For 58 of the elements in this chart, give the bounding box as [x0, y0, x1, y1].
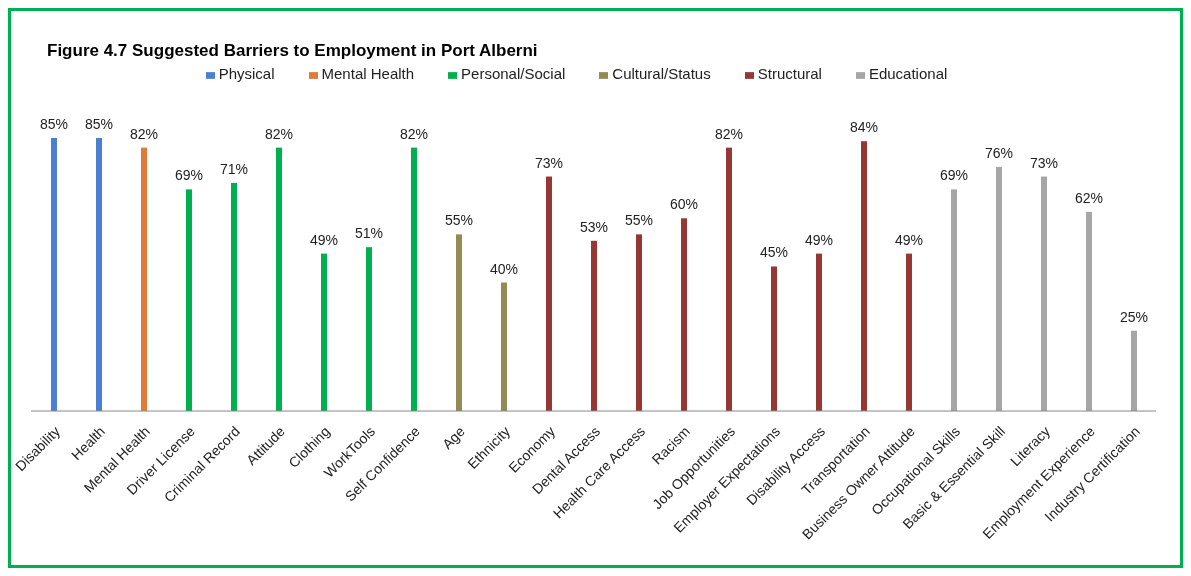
- legend-label: Educational: [868, 65, 948, 82]
- data-label: 69%: [174, 167, 204, 184]
- bar: [546, 176, 552, 411]
- data-label: 85%: [84, 116, 114, 132]
- chart-title: Figure 4.7 Suggested Barriers to Employment in Port Alberni: [47, 41, 538, 61]
- data-label: 73%: [1029, 154, 1059, 171]
- data-label: 82%: [129, 125, 159, 142]
- data-label: 45%: [759, 244, 789, 261]
- data-label: 25%: [1119, 308, 1149, 325]
- data-label: 76%: [984, 144, 1014, 161]
- data-label: 51%: [354, 225, 384, 242]
- data-label: 82%: [714, 125, 744, 142]
- data-label: 85%: [39, 116, 69, 132]
- legend-label: Physical: [218, 65, 275, 82]
- legend-label: Mental Health: [321, 65, 415, 82]
- bar: [861, 141, 867, 411]
- x-tick-label: Age: [439, 423, 469, 453]
- bar: [501, 282, 507, 411]
- bar: [141, 147, 147, 411]
- bar: [456, 234, 462, 411]
- data-label: 71%: [219, 160, 249, 177]
- bar: [1041, 176, 1047, 411]
- bar: [681, 218, 687, 411]
- bar: [411, 147, 417, 411]
- bar: [1131, 330, 1137, 411]
- data-label: 62%: [1074, 189, 1104, 206]
- bar: [636, 234, 642, 411]
- data-label: 69%: [939, 167, 969, 184]
- bar: [51, 138, 57, 411]
- data-label: 40%: [489, 260, 519, 277]
- data-label: 55%: [444, 212, 474, 229]
- bar: [321, 253, 327, 411]
- data-label: 82%: [399, 125, 429, 142]
- bar: [96, 138, 102, 411]
- bar: [231, 182, 237, 411]
- bar: [771, 266, 777, 411]
- legend-label: Cultural/Status: [612, 65, 711, 82]
- legend-label: Structural: [757, 65, 822, 82]
- bar: [186, 189, 192, 411]
- data-label: 82%: [264, 125, 294, 142]
- bar: [816, 253, 822, 411]
- bar: [996, 166, 1002, 411]
- legend-label: Personal/Social: [461, 65, 566, 82]
- bar: [1086, 211, 1092, 411]
- bar: [276, 147, 282, 411]
- bar: [726, 147, 732, 411]
- bar: [366, 247, 372, 411]
- data-label: 73%: [534, 154, 564, 171]
- data-label: 53%: [579, 218, 609, 235]
- bar: [906, 253, 912, 411]
- bar: [951, 189, 957, 411]
- data-label: 49%: [894, 231, 924, 248]
- data-label: 55%: [624, 212, 654, 229]
- data-label: 60%: [669, 196, 699, 213]
- data-label: 49%: [804, 231, 834, 248]
- bar: [591, 240, 597, 411]
- data-label: 84%: [849, 119, 879, 136]
- data-label: 49%: [309, 231, 339, 248]
